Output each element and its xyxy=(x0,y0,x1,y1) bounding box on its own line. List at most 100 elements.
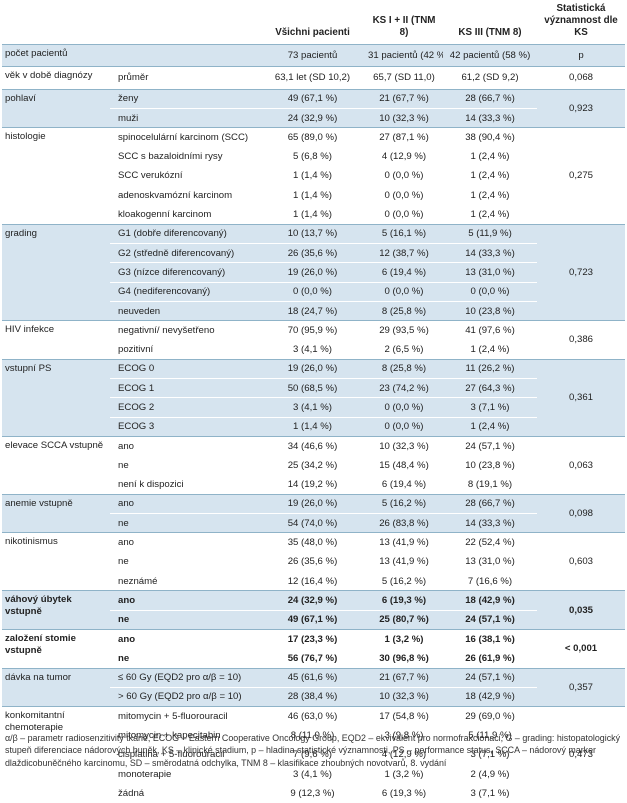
header-significance: Statistická významnost dle KS xyxy=(544,3,618,38)
cell-all-patients: 70 (95,9 %) xyxy=(260,320,365,340)
cell-ks12: 30 (96,8 %) xyxy=(365,648,443,668)
row-subcategory: ano xyxy=(110,590,260,611)
cell-ks3: 1 (2,4 %) xyxy=(443,146,537,167)
cell-all-patients: 45 (61,6 %) xyxy=(260,667,365,688)
cell-all-patients: 65 (89,0 %) xyxy=(260,127,365,147)
cell-ks3: 24 (57,1 %) xyxy=(443,435,537,456)
row-subcategory: ženy xyxy=(110,88,260,109)
cell-all-patients: 26 (35,6 %) xyxy=(260,242,365,263)
row-subcategory: ≤ 60 Gy (EQD2 pro α/β = 10) xyxy=(110,667,260,688)
cell-ks3: 8 (19,1 %) xyxy=(443,474,537,495)
cell-ks12: 10 (32,3 %) xyxy=(365,107,443,128)
cell-ks3: 38 (90,4 %) xyxy=(443,127,537,147)
cell-p-value: 0,035 xyxy=(537,590,625,630)
cell-all-patients: 1 (1,4 %) xyxy=(260,165,365,186)
row-category: elevace SCCA vstupně xyxy=(2,435,110,495)
cell-p-value: 0,923 xyxy=(537,88,625,128)
cell-ks3: 3 (7,1 %) xyxy=(443,783,537,803)
cell-all-patients: 12 (16,4 %) xyxy=(260,571,365,591)
cell-all-patients: 28 (38,4 %) xyxy=(260,686,365,707)
cell-p-value: p xyxy=(537,43,625,67)
cell-ks12: 17 (54,8 %) xyxy=(365,706,443,726)
cell-all-patients: 1 (1,4 %) xyxy=(260,185,365,205)
cell-ks3: 1 (2,4 %) xyxy=(443,416,537,437)
table-row: SCC s bazaloidními rysy 5 (6,8 %) 4 (12,9 … xyxy=(2,146,625,167)
cell-ks12: 0 (0,0 %) xyxy=(365,185,443,205)
table-row: cisplatina + 5-fluorouracil 7 (9,6 %) 4 (1… xyxy=(2,744,625,765)
cell-all-patients: 63,1 let (SD 10,2) xyxy=(260,66,365,90)
row-subcategory: SCC s bazaloidními rysy xyxy=(110,146,260,167)
cell-all-patients: 24 (32,9 %) xyxy=(260,590,365,611)
row-subcategory: cisplatina + 5-fluorouracil xyxy=(110,744,260,765)
cell-ks3: 10 (23,8 %) xyxy=(443,455,537,476)
cell-ks12: 6 (19,3 %) xyxy=(365,590,443,611)
row-subcategory: kloakogenní karcinom xyxy=(110,204,260,225)
cell-all-patients: 9 (12,3 %) xyxy=(260,783,365,803)
cell-ks12: 31 pacientů (42 %) xyxy=(365,43,443,67)
cell-p-value: 0,473 xyxy=(537,706,625,803)
row-category: histologie xyxy=(2,127,110,225)
cell-ks3: 28 (66,7 %) xyxy=(443,88,537,109)
table-row: konkomitantní chemoterapie mitomycin + 5-… xyxy=(2,706,625,803)
cell-ks3: 26 (61,9 %) xyxy=(443,648,537,668)
table-row: pozitivní 3 (4,1 %) 2 (6,5 %) 1 (2,4 %) xyxy=(2,339,625,360)
row-subcategory: G3 (nízce diferencovaný) xyxy=(110,262,260,283)
row-subcategory: neznámé xyxy=(110,571,260,591)
row-category: pohlaví xyxy=(2,88,110,128)
row-subcategory: monoterapie xyxy=(110,763,260,784)
row-category: anemie vstupně xyxy=(2,493,110,533)
table-row: pohlaví ženy 49 (67,1 %) 21 (67,7 %) 28 (66,… xyxy=(2,88,625,128)
cell-ks3: 41 (97,6 %) xyxy=(443,320,537,340)
cell-ks3: 1 (2,4 %) xyxy=(443,339,537,360)
cell-all-patients: 54 (74,0 %) xyxy=(260,513,365,533)
cell-ks12: 5 (16,2 %) xyxy=(365,493,443,514)
table-header-row: Všichni pacienti KS I + II (TNM 8) KS II… xyxy=(2,3,625,45)
cell-ks12: 4 (12,9 %) xyxy=(365,146,443,167)
table-row: neuveden 18 (24,7 %) 8 (25,8 %) 10 (23,8 %) xyxy=(2,300,625,321)
cell-ks3: 61,2 (SD 9,2) xyxy=(443,66,537,90)
cell-all-patients: 56 (76,7 %) xyxy=(260,648,365,668)
cell-ks12: 12 (38,7 %) xyxy=(365,242,443,263)
table-row: váhový úbytek vstupně ano 24 (32,9 %) 6 (19… xyxy=(2,590,625,630)
cell-ks12: 29 (93,5 %) xyxy=(365,320,443,340)
cell-ks12: 10 (32,3 %) xyxy=(365,686,443,707)
cell-all-patients: 8 (11,0 %) xyxy=(260,725,365,746)
row-category: věk v době diagnózy xyxy=(2,66,110,90)
cell-all-patients: 35 (48,0 %) xyxy=(260,532,365,553)
table-row: dávka na tumor ≤ 60 Gy (EQD2 pro α/β = 10… xyxy=(2,667,625,707)
cell-ks12: 13 (41,9 %) xyxy=(365,532,443,553)
cell-p-value: 0,723 xyxy=(537,223,625,321)
row-subcategory: adenoskvamózní karcinom xyxy=(110,185,260,205)
cell-ks3: 1 (2,4 %) xyxy=(443,185,537,205)
cell-ks3: 24 (57,1 %) xyxy=(443,609,537,630)
row-category: nikotinismus xyxy=(2,532,110,591)
row-subcategory: G2 (středně diferencovaný) xyxy=(110,242,260,263)
row-category: vstupní PS xyxy=(2,358,110,437)
row-subcategory: ano xyxy=(110,532,260,553)
patient-characteristics-table: Všichni pacienti KS I + II (TNM 8) KS II… xyxy=(2,3,625,803)
row-subcategory: ne xyxy=(110,455,260,476)
table-row: založení stomie vstupně ano 17 (23,3 %) 1 (… xyxy=(2,628,625,668)
row-subcategory: G4 (nediferencovaný) xyxy=(110,281,260,302)
cell-ks3: 14 (33,3 %) xyxy=(443,107,537,128)
table-row: ne 26 (35,6 %) 13 (41,9 %) 13 (31,0 %) xyxy=(2,551,625,572)
table-row: počet pacientů 73 pacientů 31 pacientů (42… xyxy=(2,43,625,67)
row-subcategory: žádná xyxy=(110,783,260,803)
cell-ks3: 5 (11,9 %) xyxy=(443,725,537,746)
cell-ks3: 28 (66,7 %) xyxy=(443,493,537,514)
cell-all-patients: 34 (46,6 %) xyxy=(260,435,365,456)
table-row: vstupní PS ECOG 0 19 (26,0 %) 8 (25,8 %) 11 … xyxy=(2,358,625,437)
cell-ks3: 11 (26,2 %) xyxy=(443,358,537,379)
row-subcategory: negativní/ nevyšetřeno xyxy=(110,320,260,340)
row-subcategory: ano xyxy=(110,493,260,514)
row-subcategory: průměr xyxy=(110,66,260,90)
cell-p-value: 0,386 xyxy=(537,320,625,360)
table-row: ECOG 1 50 (68,5 %) 23 (74,2 %) 27 (64,3 %) xyxy=(2,378,625,398)
cell-all-patients: 3 (4,1 %) xyxy=(260,763,365,784)
header-category xyxy=(2,3,110,45)
cell-all-patients: 25 (34,2 %) xyxy=(260,455,365,476)
cell-p-value: 0,063 xyxy=(537,435,625,495)
